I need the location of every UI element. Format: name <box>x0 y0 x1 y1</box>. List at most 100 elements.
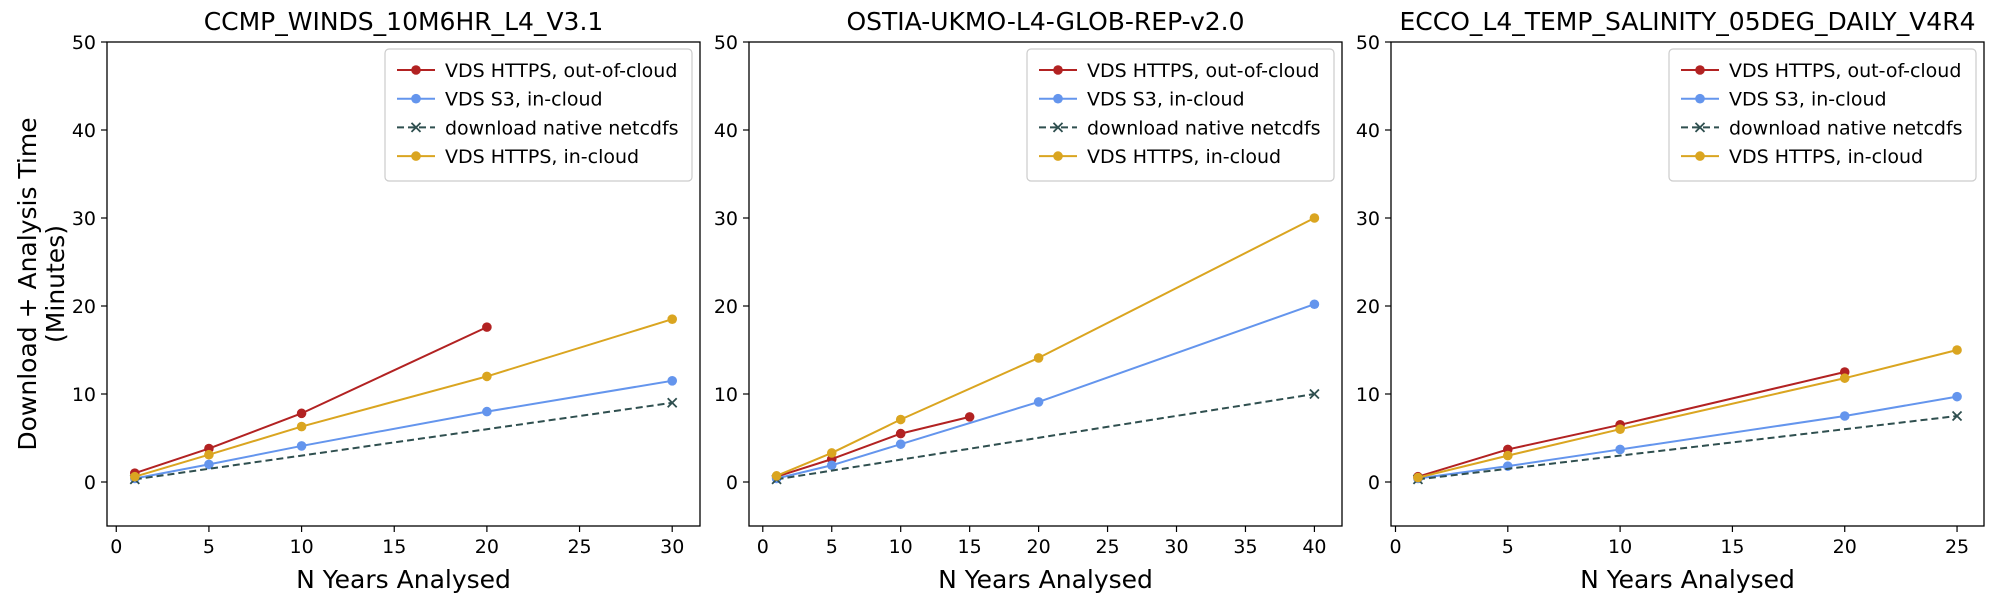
x-tick-label: 25 <box>1095 536 1119 558</box>
data-point <box>1615 424 1625 435</box>
x-tick-label: 25 <box>1945 536 1969 558</box>
series-line <box>776 303 1315 480</box>
legend-marker <box>411 93 421 104</box>
y-tick-label: 10 <box>72 384 96 406</box>
data-point <box>1309 299 1320 310</box>
legend-item: VDS S3, in-cloud <box>1681 89 1887 111</box>
x-tick-label: 35 <box>1233 536 1257 558</box>
x-tick-label: 5 <box>826 536 838 558</box>
series-line <box>134 318 673 478</box>
legend-box <box>1668 48 1977 182</box>
chart-title: CCMP_WINDS_10M6HR_L4_V3.1 <box>204 7 604 36</box>
data-point <box>771 471 782 481</box>
series-3 <box>129 397 678 485</box>
y-tick-label: 10 <box>714 384 738 406</box>
y-axis-label-line: Download + Analysis Time <box>13 117 42 450</box>
series-1 <box>771 412 975 482</box>
y-tick-label: 20 <box>1356 296 1380 318</box>
legend-marker <box>1053 151 1063 161</box>
legend-item: download native netcdfs <box>1039 117 1321 139</box>
data-point <box>1413 472 1423 483</box>
data-point <box>204 459 214 470</box>
x-tick-label: 20 <box>1027 536 1051 558</box>
data-point <box>482 371 492 382</box>
chart-panel-3: ECCO_L4_TEMP_SALINITY_05DEG_DAILY_V4R4 0 5… <box>1356 7 1985 594</box>
legend: VDS HTTPS, out-of-cloud VDS S3, in-cloud d… <box>1026 48 1335 182</box>
data-point <box>667 376 678 386</box>
x-tick-label: 40 <box>1302 536 1326 558</box>
chart-panel-2: OSTIA-UKMO-L4-GLOB-REP-v2.0 0 5 10 15 20 25 30 3… <box>714 7 1343 594</box>
data-point <box>964 412 975 422</box>
x-tick-label: 15 <box>1720 536 1744 558</box>
series-3 <box>1412 410 1963 485</box>
x-tick-label: 15 <box>382 536 406 558</box>
data-point <box>129 471 140 482</box>
y-tick-label: 20 <box>714 296 738 318</box>
legend-marker <box>1695 65 1705 75</box>
data-point <box>1951 410 1963 422</box>
y-tick-label: 20 <box>72 296 96 318</box>
x-tick-label: 10 <box>889 536 913 558</box>
data-point <box>204 449 214 460</box>
x-axis-label: N Years Analysed <box>1580 565 1795 594</box>
legend-label: VDS S3, in-cloud <box>1087 89 1245 111</box>
x-tick-label: 30 <box>1164 536 1188 558</box>
data-point <box>1503 450 1513 461</box>
legend-marker <box>411 65 421 75</box>
data-point <box>826 460 837 471</box>
legend-item: VDS HTTPS, in-cloud <box>1681 146 1923 168</box>
y-axis-label-line: (Minutes) <box>41 225 70 343</box>
legend-item: VDS HTTPS, out-of-cloud <box>397 60 677 82</box>
data-point <box>1309 388 1320 400</box>
data-point <box>826 448 837 458</box>
data-point <box>482 406 492 417</box>
x-tick-label: 0 <box>757 536 769 558</box>
legend-label: VDS HTTPS, in-cloud <box>1087 146 1281 168</box>
y-tick-label: 50 <box>1356 32 1380 54</box>
data-point <box>1033 397 1044 407</box>
series-line <box>1417 415 1958 481</box>
data-point <box>1952 391 1962 402</box>
data-point <box>1615 444 1625 455</box>
y-tick-label: 0 <box>84 472 96 494</box>
data-point <box>296 421 307 432</box>
chart-title: OSTIA-UKMO-L4-GLOB-REP-v2.0 <box>846 7 1244 36</box>
data-point <box>482 322 492 332</box>
series-4 <box>771 213 1320 481</box>
legend-item: download native netcdfs <box>1681 117 1963 139</box>
series-2 <box>129 376 678 484</box>
y-axis-label: Download + Analysis Time(Minutes) <box>13 117 70 450</box>
legend-label: VDS S3, in-cloud <box>445 89 603 111</box>
legend-marker <box>1053 65 1063 75</box>
axes-frame <box>106 41 701 527</box>
data-point <box>296 441 307 451</box>
data-point <box>895 414 906 425</box>
series-line <box>134 401 673 481</box>
x-tick-label: 5 <box>203 536 215 558</box>
legend-label: VDS HTTPS, out-of-cloud <box>1729 60 1961 82</box>
legend-item: VDS HTTPS, in-cloud <box>1039 146 1281 168</box>
series-line <box>776 393 1315 481</box>
data-point <box>296 408 307 419</box>
legend-marker <box>1694 122 1706 133</box>
legend-marker <box>1695 151 1705 161</box>
legend: VDS HTTPS, out-of-cloud VDS S3, in-cloud d… <box>384 48 693 182</box>
legend-marker <box>1695 93 1705 104</box>
x-tick-label: 10 <box>1608 536 1632 558</box>
series-line <box>1417 349 1958 479</box>
axes-frame <box>748 41 1343 527</box>
data-point <box>1839 373 1850 383</box>
legend-marker <box>411 151 421 161</box>
x-tick-label: 20 <box>475 536 499 558</box>
series-line <box>134 379 673 480</box>
legend-label: VDS HTTPS, in-cloud <box>1729 146 1923 168</box>
x-tick-label: 10 <box>289 536 313 558</box>
legend-marker <box>410 122 422 133</box>
legend-item: VDS S3, in-cloud <box>397 89 603 111</box>
data-point <box>667 314 678 325</box>
x-axis-label: N Years Analysed <box>938 565 1153 594</box>
data-point <box>895 439 906 449</box>
legend: VDS HTTPS, out-of-cloud VDS S3, in-cloud d… <box>1668 48 1977 182</box>
y-tick-label: 30 <box>714 208 738 230</box>
